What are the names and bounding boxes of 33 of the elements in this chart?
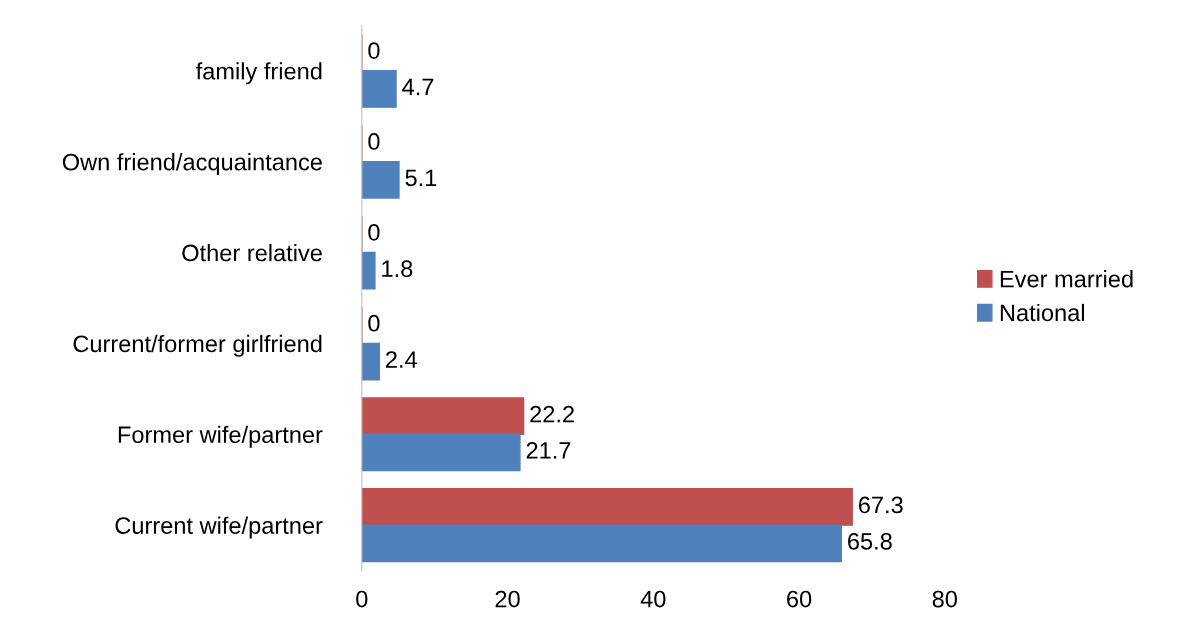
legend-label: Ever married bbox=[1000, 270, 1133, 288]
legend-label: National bbox=[1000, 303, 1084, 322]
bar bbox=[361, 160, 400, 199]
data-label: 22.2 bbox=[530, 405, 574, 423]
data-label: 65.8 bbox=[848, 532, 892, 550]
bar bbox=[361, 433, 521, 472]
data-label: 2.4 bbox=[386, 351, 417, 368]
data-label: 4.7 bbox=[402, 78, 434, 96]
data-label: 5.1 bbox=[405, 169, 437, 187]
x-tick-label: 40 bbox=[640, 590, 666, 608]
y-tick-label: family friend bbox=[195, 62, 322, 85]
x-tick-label: 0 bbox=[356, 590, 368, 608]
y-tick-label: Current wife/partner bbox=[115, 516, 323, 539]
bar bbox=[361, 342, 380, 381]
bar bbox=[361, 488, 853, 526]
y-tick-label: Own friend/acquaintance bbox=[62, 153, 322, 176]
data-label: 0 bbox=[368, 42, 380, 59]
data-label: 0 bbox=[368, 133, 380, 150]
data-label: 0 bbox=[368, 223, 380, 241]
y-tick-label: Former wife/partner bbox=[118, 425, 323, 448]
data-label: 1.8 bbox=[382, 260, 413, 278]
bar bbox=[361, 524, 842, 563]
data-label: 0 bbox=[368, 314, 380, 332]
bar bbox=[361, 251, 376, 290]
y-tick-label: Other relative bbox=[182, 243, 322, 262]
x-tick-label: 60 bbox=[787, 590, 812, 608]
y-tick-label: Current/former girlfriend bbox=[73, 334, 322, 357]
bar bbox=[361, 397, 525, 435]
x-tick-label: 80 bbox=[932, 590, 957, 608]
data-label: 67.3 bbox=[858, 496, 903, 514]
data-label: 21.7 bbox=[526, 442, 571, 459]
bar bbox=[361, 70, 397, 108]
x-tick-label: 20 bbox=[495, 590, 520, 608]
